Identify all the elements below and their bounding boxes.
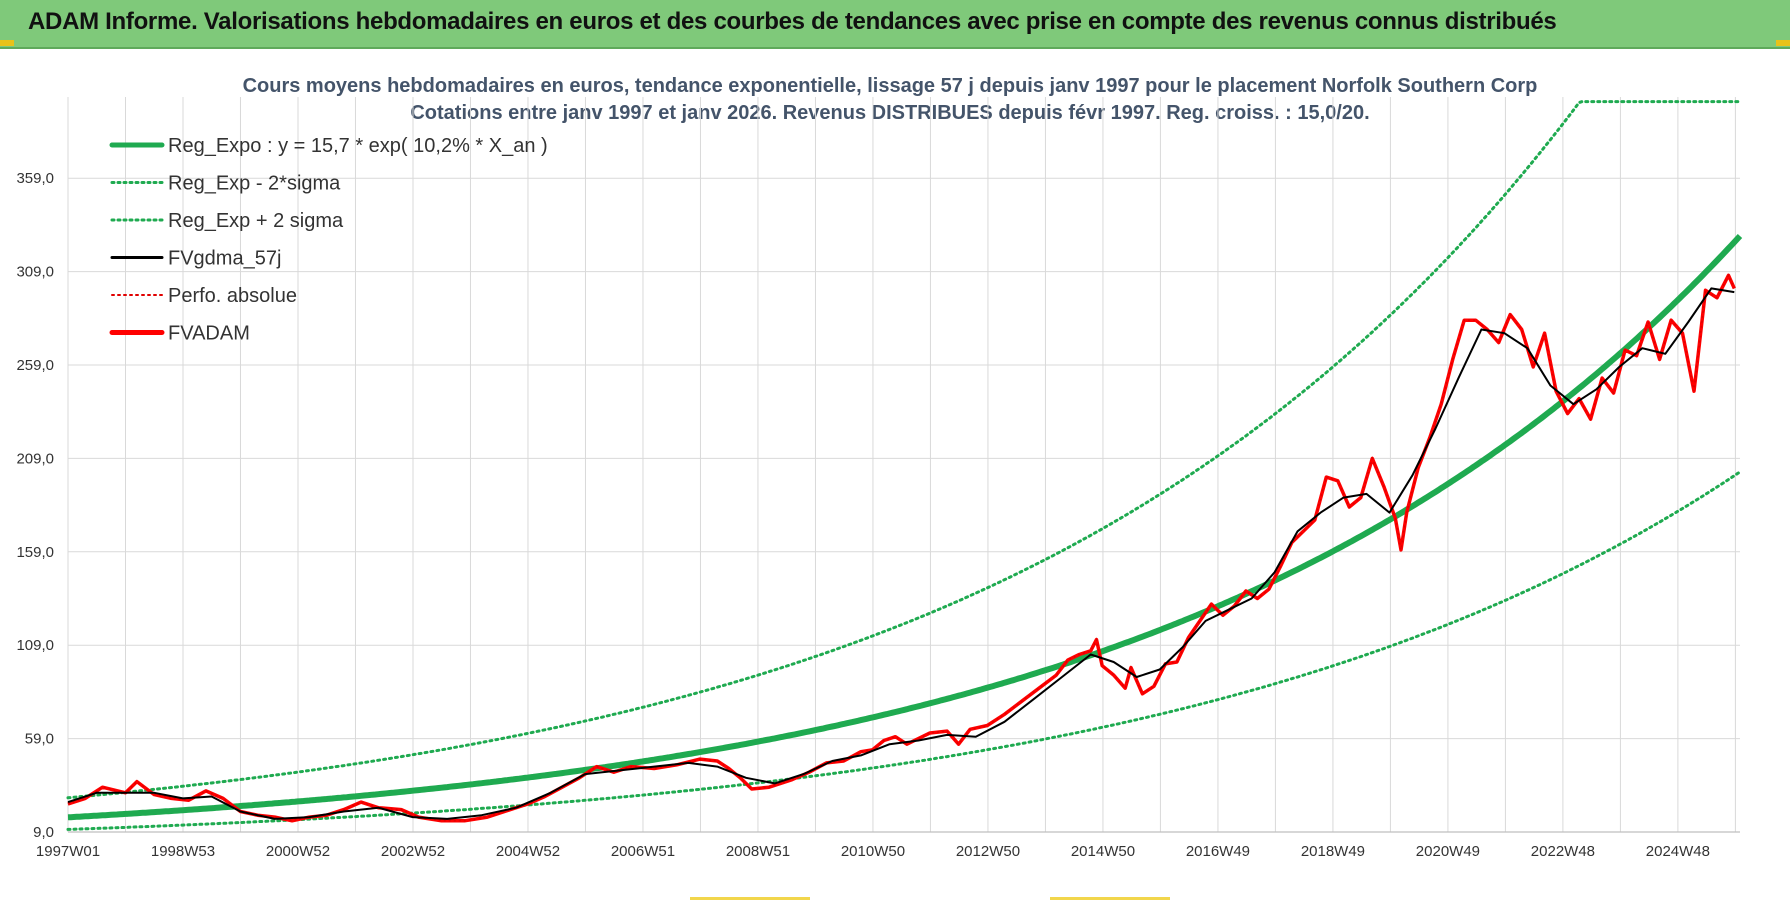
x-tick-label: 1997W01 [36, 843, 100, 860]
y-tick-label: 159,0 [16, 544, 54, 561]
x-tick-label: 2012W50 [956, 843, 1020, 860]
x-tick-label: 2022W48 [1531, 843, 1595, 860]
upper-band-line [66, 100, 1742, 800]
y-tick-label: 109,0 [16, 637, 54, 654]
x-tick-label: 2016W49 [1186, 843, 1250, 860]
x-tick-label: 2014W50 [1071, 843, 1135, 860]
y-tick-label: 309,0 [16, 264, 54, 281]
chart-title-line-1: Cours moyens hebdomadaires en euros, ten… [243, 75, 1538, 97]
bottom-accent-1 [690, 897, 810, 900]
legend: Reg_Expo : y = 15,7 * exp( 10,2% * X_an … [109, 135, 548, 345]
page-title: ADAM Informe. Valorisations hebdomadaire… [28, 8, 1557, 35]
y-tick-label: 59,0 [25, 731, 54, 748]
x-tick-label: 2002W52 [381, 843, 445, 860]
y-tick-label: 9,0 [33, 824, 54, 841]
bottom-accent-2 [1050, 897, 1170, 900]
legend-label: Reg_Exp + 2 sigma [168, 210, 344, 232]
header-bar: ADAM Informe. Valorisations hebdomadaire… [0, 0, 1790, 49]
x-tick-label: 2004W52 [496, 843, 560, 860]
x-tick-label: 2000W52 [266, 843, 330, 860]
legend-label: Reg_Expo : y = 15,7 * exp( 10,2% * X_an … [168, 135, 548, 157]
grid [67, 97, 1740, 833]
legend-label: FVADAM [168, 323, 250, 345]
y-tick-label: 359,0 [16, 170, 54, 187]
x-tick-label: 2006W51 [611, 843, 675, 860]
x-tick-label: 2010W50 [841, 843, 905, 860]
corner-accent-right [1776, 40, 1790, 46]
legend-label: FVgdma_57j [168, 248, 281, 270]
series-layer [66, 100, 1743, 831]
trend-line [67, 233, 1743, 821]
y-tick-label: 259,0 [16, 357, 54, 374]
smooth-57j-line [67, 287, 1735, 820]
chart: Cours moyens hebdomadaires en euros, ten… [16, 75, 1743, 860]
corner-accent-left [0, 40, 14, 46]
y-axis-ticks: 9,0 59,0 109,0 159,0 209,0 259,0 309,0 359,0 [16, 170, 54, 841]
legend-label: Reg_Exp - 2*sigma [168, 173, 341, 195]
x-tick-label: 2018W49 [1301, 843, 1365, 860]
x-tick-label: 2024W48 [1646, 843, 1710, 860]
chart-title-line-2: Cotations entre janv 1997 et janv 2026. … [410, 102, 1369, 124]
x-tick-label: 2020W49 [1416, 843, 1480, 860]
y-tick-label: 209,0 [16, 450, 54, 467]
lower-band-line [66, 470, 1742, 831]
perf-absolue-line [67, 273, 1735, 822]
x-axis-ticks: 1997W01 1998W53 2000W52 2002W52 2004W52 2006W… [36, 843, 1710, 860]
x-tick-label: 2008W51 [726, 843, 790, 860]
x-tick-label: 1998W53 [151, 843, 215, 860]
legend-label: Perfo. absolue [168, 285, 297, 307]
